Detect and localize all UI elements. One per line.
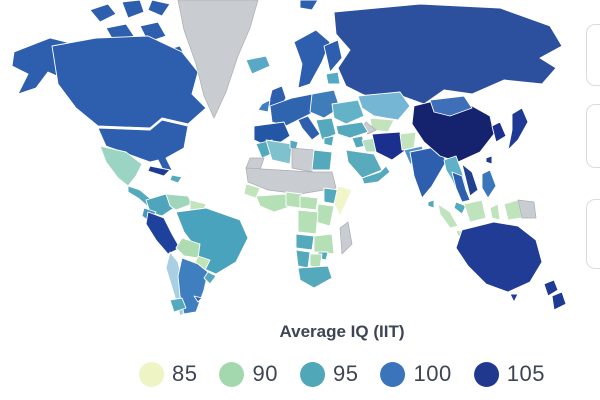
country-madagascar[interactable] — [339, 221, 353, 255]
country-new-zealand[interactable] — [543, 279, 567, 311]
region-zambia-mozambique[interactable] — [313, 233, 335, 255]
country-canada[interactable] — [51, 35, 207, 129]
region-balkans[interactable] — [315, 117, 337, 141]
legend-swatch-85 — [139, 361, 165, 387]
side-panel-card-2[interactable] — [586, 104, 600, 168]
legend-label-95: 95 — [333, 361, 359, 386]
legend-item-85: 85 — [139, 361, 197, 387]
region-central-europe[interactable] — [309, 89, 341, 119]
legend-item-90: 90 — [219, 361, 279, 387]
region-kenya-tanzania[interactable] — [315, 203, 335, 227]
country-cuba[interactable] — [147, 165, 171, 177]
legend: 85 90 95 100 105 — [139, 361, 545, 387]
legend-swatch-105 — [473, 361, 499, 387]
country-argentina[interactable] — [177, 257, 209, 315]
country-drc[interactable] — [297, 209, 319, 235]
region-tasmania[interactable] — [509, 293, 519, 303]
country-egypt[interactable] — [311, 149, 333, 171]
region-sahel[interactable] — [245, 167, 337, 195]
country-falkland-islands[interactable] — [193, 295, 203, 303]
legend-label-90: 90 — [252, 361, 279, 386]
country-ireland[interactable] — [257, 99, 271, 113]
country-namibia[interactable] — [295, 249, 311, 269]
country-italy[interactable] — [297, 115, 321, 141]
country-mongolia[interactable] — [429, 95, 473, 117]
country-peru[interactable] — [145, 211, 181, 255]
country-south-africa[interactable] — [297, 265, 333, 289]
country-ukraine[interactable] — [331, 99, 365, 125]
country-finland[interactable] — [323, 39, 343, 73]
country-somalia[interactable] — [333, 185, 353, 217]
legend-label-85: 85 — [172, 361, 198, 386]
country-venezuela[interactable] — [165, 193, 193, 211]
region-svalbard[interactable] — [299, 0, 319, 11]
country-taiwan[interactable] — [485, 155, 493, 165]
region-west-africa[interactable] — [255, 193, 293, 213]
country-greece[interactable] — [323, 135, 335, 147]
legend-swatch-90 — [219, 361, 245, 387]
country-philippines[interactable] — [481, 169, 497, 199]
legend-label-100: 100 — [413, 361, 452, 386]
side-panel-card-3[interactable] — [586, 199, 600, 269]
region-senegal-guinea[interactable] — [243, 183, 261, 199]
country-sri-lanka[interactable] — [427, 199, 435, 209]
world-choropleth-map — [11, 0, 567, 317]
country-papua-new-guinea[interactable] — [517, 199, 537, 219]
country-korea[interactable] — [491, 121, 507, 143]
region-norway-sweden[interactable] — [293, 29, 331, 89]
country-indonesia-sumatra[interactable] — [437, 203, 459, 229]
legend-item-105: 105 — [473, 361, 545, 387]
country-russia[interactable] — [333, 3, 563, 105]
region-western-europe[interactable] — [269, 93, 319, 127]
country-iceland[interactable] — [245, 55, 271, 75]
country-malaysia[interactable] — [453, 201, 467, 215]
country-japan[interactable] — [507, 107, 529, 151]
legend-swatch-95 — [300, 361, 326, 387]
region-central-africa[interactable] — [299, 195, 319, 211]
legend-item-100: 100 — [380, 361, 452, 387]
country-saudi-arabia[interactable] — [345, 149, 383, 179]
world-map-container — [11, 0, 567, 317]
country-botswana[interactable] — [309, 253, 323, 269]
country-hispaniola[interactable] — [169, 174, 183, 184]
country-turkey[interactable] — [335, 121, 369, 139]
country-bolivia[interactable] — [175, 237, 201, 259]
country-kazakhstan[interactable] — [357, 91, 411, 121]
country-algeria[interactable] — [265, 139, 293, 165]
country-indonesia-sulawesi[interactable] — [489, 203, 501, 221]
country-angola[interactable] — [295, 233, 315, 251]
chart-title: Average IQ (IIT) — [279, 322, 405, 341]
legend-item-95: 95 — [300, 361, 358, 387]
country-indonesia-borneo[interactable] — [463, 199, 487, 223]
country-iran[interactable] — [371, 131, 407, 161]
country-australia[interactable] — [455, 221, 543, 293]
country-vietnam[interactable] — [461, 163, 479, 197]
country-greenland[interactable] — [177, 0, 259, 119]
country-thailand[interactable] — [451, 171, 471, 203]
legend-label-105: 105 — [506, 361, 545, 386]
country-canada-arctic-islands[interactable] — [89, 0, 187, 65]
country-uruguay[interactable] — [203, 271, 217, 285]
country-mexico[interactable] — [99, 145, 143, 187]
region-baltics[interactable] — [325, 71, 341, 85]
country-afghanistan[interactable] — [399, 131, 417, 151]
legend-swatch-100 — [380, 361, 406, 387]
region-yemen-oman[interactable] — [361, 165, 391, 185]
side-panel-card-1[interactable] — [586, 24, 600, 86]
south-atlantic-island[interactable] — [169, 297, 187, 313]
country-libya[interactable] — [291, 147, 315, 173]
country-brazil[interactable] — [175, 207, 249, 275]
